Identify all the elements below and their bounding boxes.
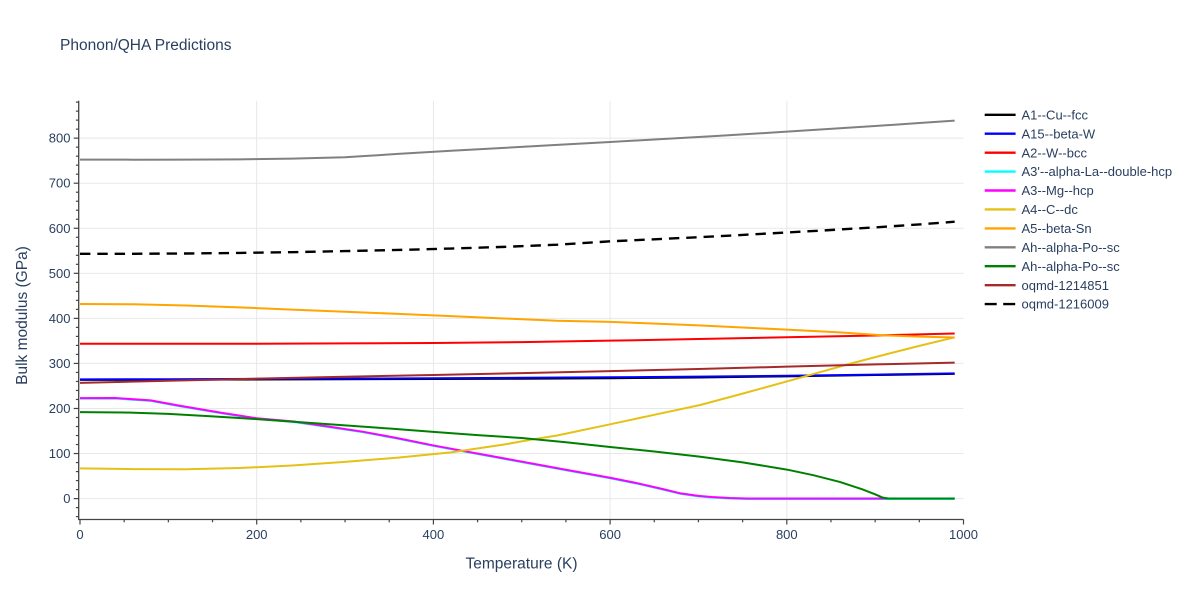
svg-text:A1--Cu--fcc: A1--Cu--fcc bbox=[1022, 107, 1089, 122]
svg-text:500: 500 bbox=[49, 266, 71, 281]
svg-text:300: 300 bbox=[49, 356, 71, 371]
svg-text:oqmd-1214851: oqmd-1214851 bbox=[1022, 278, 1109, 293]
svg-text:1000: 1000 bbox=[949, 527, 978, 542]
svg-text:Temperature (K): Temperature (K) bbox=[466, 556, 578, 573]
svg-text:A4--C--dc: A4--C--dc bbox=[1022, 202, 1079, 217]
svg-text:A2--W--bcc: A2--W--bcc bbox=[1022, 145, 1088, 160]
svg-text:200: 200 bbox=[246, 527, 268, 542]
svg-text:A3--Mg--hcp: A3--Mg--hcp bbox=[1022, 183, 1094, 198]
svg-text:200: 200 bbox=[49, 401, 71, 416]
svg-text:600: 600 bbox=[599, 527, 621, 542]
svg-text:Ah--alpha-Po--sc: Ah--alpha-Po--sc bbox=[1022, 240, 1121, 255]
svg-text:600: 600 bbox=[49, 221, 71, 236]
svg-text:800: 800 bbox=[49, 131, 71, 146]
svg-text:Ah--alpha-Po--sc: Ah--alpha-Po--sc bbox=[1022, 259, 1121, 274]
svg-text:A5--beta-Sn: A5--beta-Sn bbox=[1022, 221, 1092, 236]
svg-text:0: 0 bbox=[76, 527, 83, 542]
svg-text:400: 400 bbox=[49, 311, 71, 326]
svg-text:700: 700 bbox=[49, 176, 71, 191]
svg-text:400: 400 bbox=[423, 527, 445, 542]
svg-text:oqmd-1216009: oqmd-1216009 bbox=[1022, 297, 1109, 312]
svg-text:800: 800 bbox=[776, 527, 798, 542]
svg-text:0: 0 bbox=[63, 491, 70, 506]
svg-text:Bulk modulus (GPa): Bulk modulus (GPa) bbox=[14, 246, 31, 385]
svg-text:A3'--alpha-La--double-hcp: A3'--alpha-La--double-hcp bbox=[1022, 164, 1173, 179]
svg-text:A15--beta-W: A15--beta-W bbox=[1022, 126, 1096, 141]
svg-text:Phonon/QHA Predictions: Phonon/QHA Predictions bbox=[60, 37, 232, 54]
svg-text:100: 100 bbox=[49, 446, 71, 461]
